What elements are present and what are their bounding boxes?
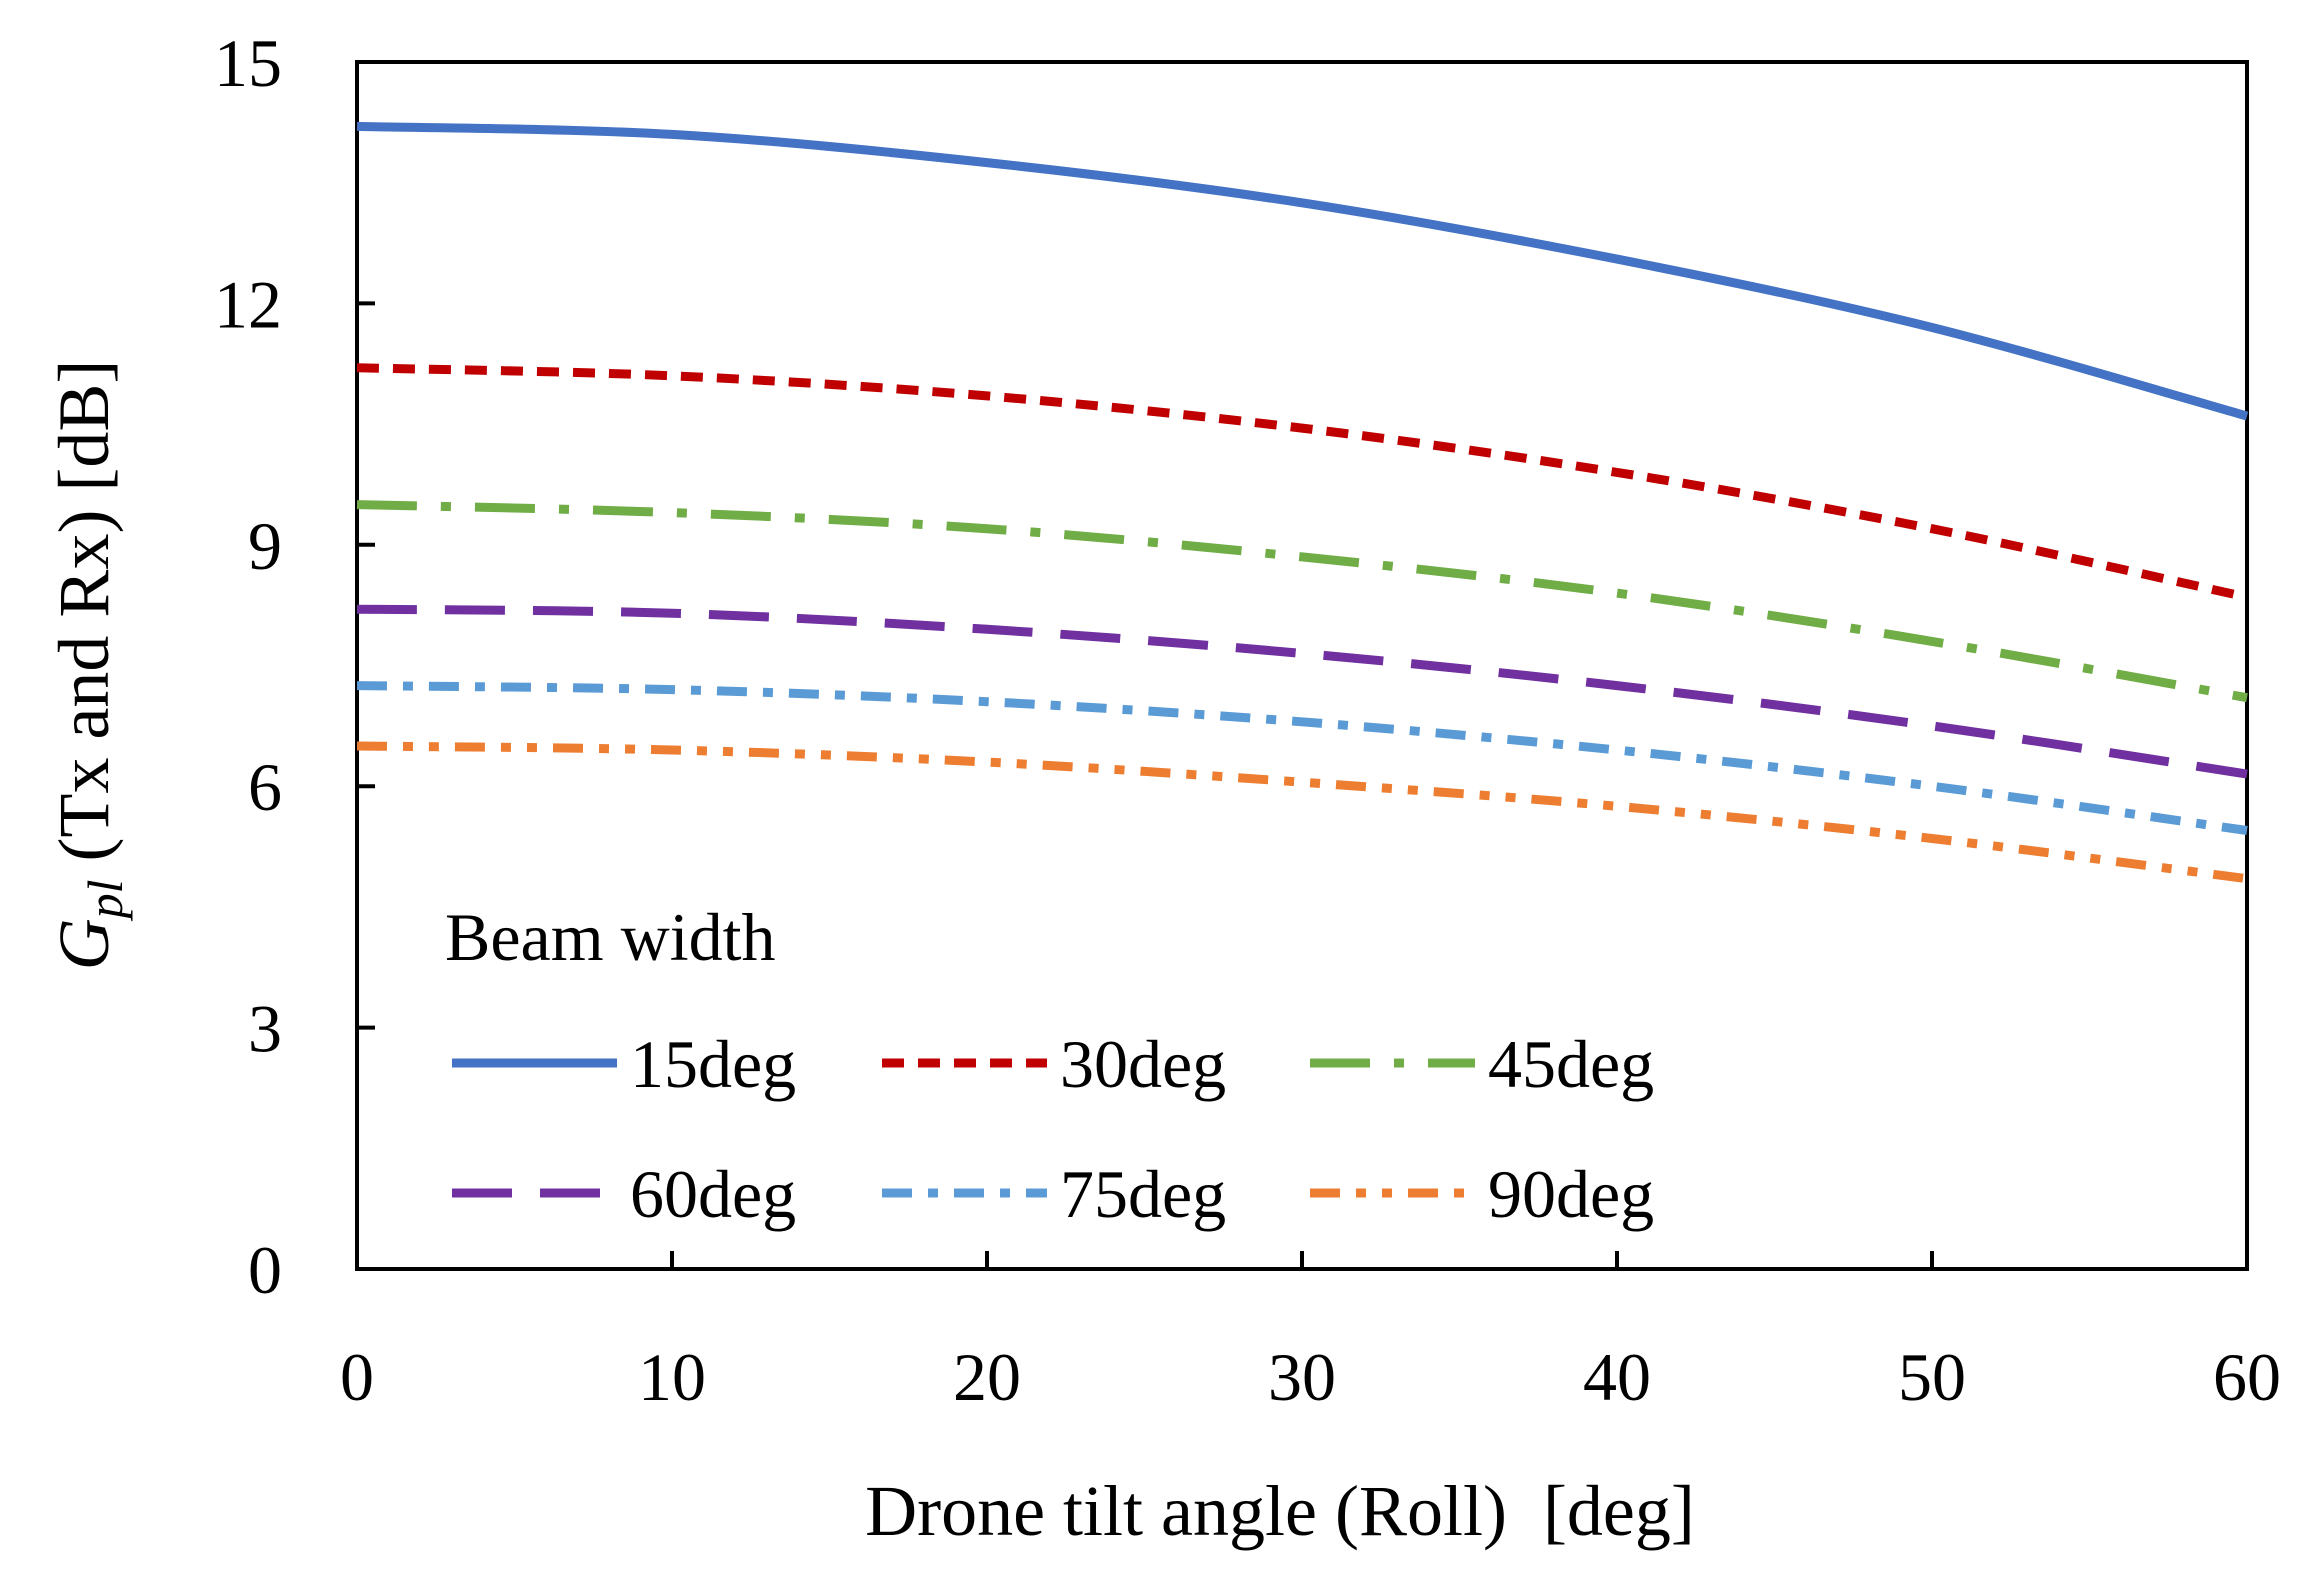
legend-title: Beam width (445, 899, 776, 975)
y-axis-rest: (Tx and Rx) [dB] (44, 360, 124, 880)
legend-label-75deg: 75deg (1060, 1156, 1226, 1232)
series-line-75deg (356, 681, 2248, 835)
legend: Beam width 15deg 30deg 45deg 60deg 75deg 90de… (445, 899, 1654, 1232)
y-tick-label-0: 0 (248, 1232, 282, 1308)
series-line-45deg (356, 500, 2248, 703)
x-tick-label-20: 20 (953, 1339, 1021, 1415)
y-tick-label-3: 3 (248, 991, 282, 1067)
y-tick-label-9: 9 (248, 508, 282, 584)
legend-label-45deg: 45deg (1488, 1026, 1654, 1102)
x-tick-label-30: 30 (1268, 1339, 1336, 1415)
series-layer (356, 121, 2249, 884)
series-line-90deg (356, 741, 2248, 884)
y-tick-label-6: 6 (248, 749, 282, 825)
y-axis: 0 3 6 9 12 15 (214, 25, 375, 1308)
y-axis-symbol: G (44, 918, 124, 970)
y-tick-label-15: 15 (214, 25, 282, 101)
series-line-60deg (356, 604, 2248, 779)
x-axis: 0 10 20 30 40 50 60 (340, 1251, 2281, 1415)
x-tick-label-60: 60 (2213, 1339, 2281, 1415)
legend-label-30deg: 30deg (1060, 1026, 1226, 1102)
legend-label-15deg: 15deg (630, 1026, 796, 1102)
y-axis-subscript: pl (77, 879, 133, 921)
x-axis-title: Drone tilt angle (Roll) [deg] (865, 1471, 1695, 1551)
y-axis-title: Gpl (Tx and Rx) [dB] (44, 360, 133, 971)
legend-label-90deg: 90deg (1488, 1156, 1654, 1232)
y-tick-label-12: 12 (214, 266, 282, 342)
legend-label-60deg: 60deg (630, 1156, 796, 1232)
x-tick-label-10: 10 (638, 1339, 706, 1415)
x-tick-label-50: 50 (1898, 1339, 1966, 1415)
x-tick-label-0: 0 (340, 1339, 374, 1415)
x-tick-label-40: 40 (1583, 1339, 1651, 1415)
series-line-15deg (356, 121, 2249, 421)
series-line-30deg (356, 363, 2248, 602)
